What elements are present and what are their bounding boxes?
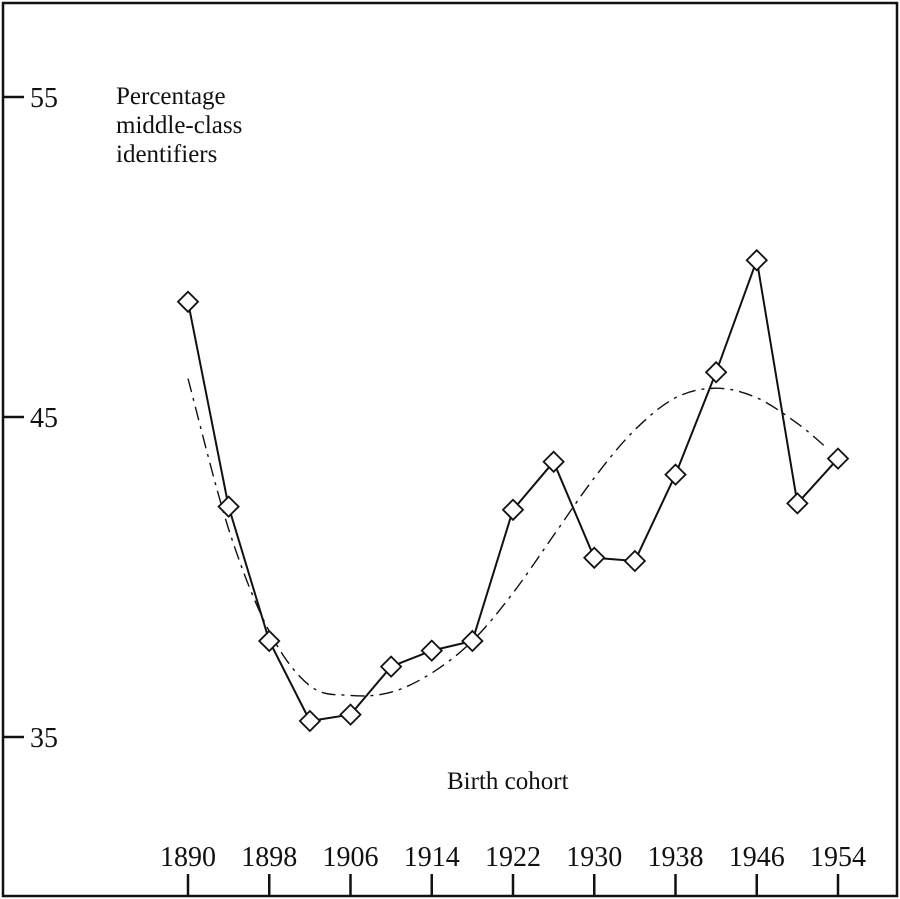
x-tick-label: 1914 [404, 842, 460, 873]
data-point-marker [257, 629, 281, 653]
y-axis-label-line: identifiers [116, 141, 217, 168]
x-tick-label: 1946 [729, 842, 785, 873]
y-axis-label-line: Percentage [116, 83, 226, 110]
data-point-marker [176, 290, 200, 314]
x-tick-label: 1930 [566, 842, 622, 873]
data-point-marker [542, 450, 565, 474]
x-axis: 1890 1898 1906 1914 1922 1930 1938 1946 1954 [160, 842, 866, 896]
data-point-marker [664, 463, 687, 486]
data-point-marker [786, 492, 809, 515]
y-axis-label: Percentage middle-class identifiers [116, 83, 249, 168]
x-tick-label: 1890 [160, 842, 216, 873]
observed-series-line [187, 256, 839, 723]
data-point-marker [379, 655, 403, 678]
x-tick-label: 1906 [323, 842, 379, 873]
data-point-marker [298, 709, 322, 733]
fitted-curve-line [187, 378, 829, 697]
y-axis-label-line: middle-class [116, 112, 242, 139]
data-point-marker [623, 549, 647, 573]
y-axis: 35 45 55 [3, 83, 58, 754]
x-axis-label: Birth cohort [447, 768, 569, 795]
data-point-marker [461, 629, 484, 653]
y-tick-label: 45 [30, 403, 58, 434]
y-tick-label: 35 [30, 723, 58, 754]
x-tick-label: 1898 [241, 842, 297, 873]
data-point-marker [339, 703, 362, 726]
x-tick-label: 1938 [648, 842, 704, 873]
data-point-marker [826, 447, 850, 470]
data-point-marker [420, 639, 444, 662]
x-tick-label: 1922 [485, 842, 541, 873]
y-tick-label: 55 [30, 83, 58, 114]
data-point-marker [745, 248, 769, 272]
data-point-marker [582, 546, 606, 570]
data-point-marker [704, 360, 728, 384]
data-point-marker [217, 495, 240, 518]
x-tick-label: 1954 [810, 842, 866, 873]
data-point-marker [501, 498, 525, 522]
series-layer [176, 248, 850, 733]
